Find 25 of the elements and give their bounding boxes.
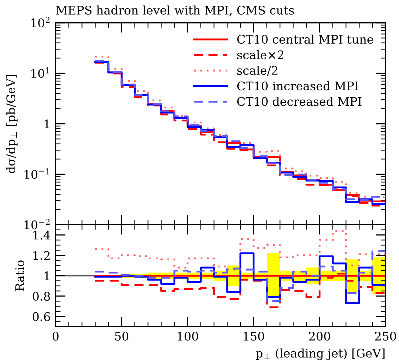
legend-label: scale/2 — [237, 66, 278, 76]
y-tick-label: 0.6 — [33, 312, 50, 322]
x-tick-label: 150 — [244, 332, 264, 341]
y-tick-label: 10$^{2}$ — [32, 17, 50, 28]
legend-label: CT10 decreased MPI — [237, 97, 362, 106]
y-tick-label: 1.4 — [34, 230, 50, 240]
x-tick-label: 100 — [178, 332, 198, 341]
x-tick-label: 0 — [52, 332, 59, 341]
y-tick-label: 1.2 — [34, 251, 50, 260]
y-axis-title: dσ/dp$_{⊥}$ [pb/GeV] — [6, 75, 18, 174]
x-axis-title: p$_{⊥}$ (leading jet) [GeV] — [256, 348, 385, 360]
x-tick-label: 50 — [115, 332, 129, 341]
x-tick-label: 200 — [309, 332, 330, 341]
y-tick-label: 1 — [44, 272, 50, 280]
x-tick-label: 250 — [375, 332, 396, 341]
y-tick-label: 10$^{1}$ — [32, 68, 50, 78]
y-tick-label: 0.8 — [33, 292, 50, 301]
y-axis-title: Ratio — [16, 260, 24, 292]
legend-label: scale×2 — [237, 50, 284, 60]
y-tick-label: 10$^{−1}$ — [24, 168, 50, 180]
legend-label: CT10 central MPI tune — [237, 34, 374, 44]
legend-label: CT10 increased MPI — [237, 82, 359, 91]
y-tick-label: 1 — [44, 120, 50, 129]
chart-title: MEPS hadron level with MPI, CMS cuts — [56, 6, 294, 16]
y-tick-label: 10$^{−2}$ — [24, 218, 50, 230]
